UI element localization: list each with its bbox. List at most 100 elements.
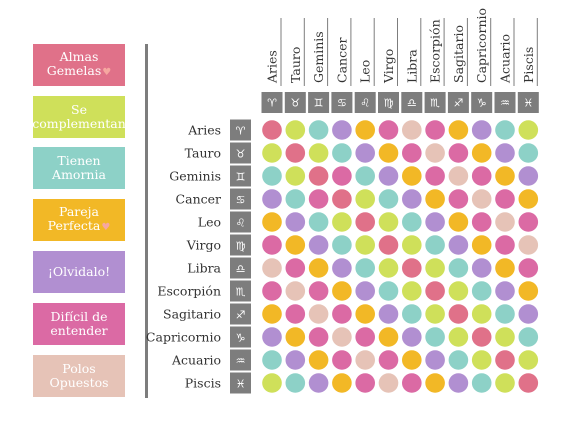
compatibility-dot — [402, 212, 422, 232]
row-glyph-box — [230, 188, 251, 210]
column-label: Capricornio — [474, 8, 489, 83]
compatibility-dot — [285, 189, 306, 209]
compatibility-dot — [471, 281, 492, 301]
column-label: Libra — [404, 49, 419, 83]
compatibility-dot — [262, 350, 282, 370]
zodiac-glyph-icon: ♓ — [523, 97, 533, 110]
row-glyph-box — [230, 165, 251, 187]
column-label: Piscis — [521, 47, 536, 83]
column-label: Acuario — [498, 34, 513, 84]
compatibility-dot — [262, 304, 282, 324]
row-label: Libra — [187, 261, 221, 276]
legend-label: Tienen Amornia — [52, 153, 106, 182]
column-label: Tauro — [288, 47, 303, 83]
zodiac-glyph-icon: ♌ — [360, 97, 370, 110]
row-label: Aries — [187, 123, 221, 138]
compatibility-dot — [471, 189, 492, 209]
compatibility-dot — [378, 373, 399, 393]
zodiac-glyph-icon: ♈ — [267, 97, 277, 110]
compatibility-dot — [471, 166, 492, 186]
compatibility-dot — [355, 327, 376, 347]
compatibility-dot — [378, 350, 399, 370]
zodiac-glyph-icon: ♉ — [236, 148, 246, 161]
compatibility-dot — [285, 143, 306, 163]
compatibility-dot — [402, 350, 422, 370]
compatibility-dot — [495, 281, 515, 301]
row-glyph-box — [230, 234, 251, 256]
row-label: Tauro — [185, 146, 221, 161]
row-label: Acuario — [171, 353, 221, 368]
compatibility-dot — [448, 235, 469, 255]
zodiac-glyph-icon: ♋ — [337, 97, 347, 110]
row-glyph-box — [230, 119, 251, 141]
compatibility-dot — [308, 120, 329, 140]
column-glyph-box — [261, 92, 283, 113]
compatibility-dot — [378, 304, 399, 324]
compatibility-dot — [448, 212, 469, 232]
zodiac-glyph-icon: ♊ — [314, 97, 324, 110]
compatibility-dot — [425, 143, 445, 163]
zodiac-glyph-icon: ♈ — [236, 125, 246, 138]
compatibility-dot — [425, 281, 445, 301]
compatibility-dot — [285, 350, 306, 370]
compatibility-dot — [402, 258, 422, 278]
legend-item: Tienen Amornia — [33, 147, 125, 189]
column-label: Virgo — [381, 49, 396, 84]
compatibility-dot — [518, 373, 539, 393]
legend-label: Se complementan — [32, 102, 126, 131]
legend-item: ¡Olvidalo! — [33, 251, 125, 293]
legend-item: Difícil de entender — [33, 303, 125, 345]
column-glyph-box — [424, 92, 446, 113]
compatibility-dot — [285, 120, 306, 140]
row-label: Cancer — [176, 192, 221, 207]
zodiac-glyph-icon: ♍ — [384, 97, 394, 110]
compatibility-dot — [262, 166, 282, 186]
compatibility-dot — [425, 166, 445, 186]
legend-item: Almas Gemelas♥ — [33, 44, 125, 86]
compatibility-dot — [402, 166, 422, 186]
row-glyph-box — [230, 303, 251, 325]
compatibility-dot — [448, 166, 469, 186]
compatibility-dot — [448, 281, 469, 301]
compatibility-dot — [448, 304, 469, 324]
compatibility-dot — [308, 166, 329, 186]
zodiac-glyph-icon: ♒ — [236, 355, 246, 368]
compatibility-dot — [518, 327, 539, 347]
compatibility-dot — [378, 143, 399, 163]
compatibility-dot — [495, 258, 515, 278]
compatibility-dot — [285, 373, 306, 393]
compatibility-dot — [518, 281, 539, 301]
compatibility-dot — [471, 235, 492, 255]
compatibility-dot — [495, 120, 515, 140]
compatibility-dot — [308, 304, 329, 324]
compatibility-dot — [495, 189, 515, 209]
compatibility-dot — [471, 304, 492, 324]
compatibility-dot — [308, 235, 329, 255]
heart-icon: ♥ — [101, 222, 111, 233]
compatibility-dot — [262, 373, 282, 393]
compatibility-dot — [495, 235, 515, 255]
compatibility-dot — [378, 258, 399, 278]
heart-icon: ♥ — [102, 67, 112, 78]
zodiac-glyph-icon: ♓ — [236, 378, 246, 391]
compatibility-dot — [425, 258, 445, 278]
compatibility-dot — [355, 166, 376, 186]
compatibility-dot — [332, 327, 352, 347]
compatibility-dot — [378, 166, 399, 186]
compatibility-dot — [262, 143, 282, 163]
row-label: Sagitario — [163, 307, 221, 322]
compatibility-dot — [402, 143, 422, 163]
compatibility-dot — [308, 189, 329, 209]
compatibility-dot — [262, 235, 282, 255]
compatibility-dot — [425, 350, 445, 370]
zodiac-glyph-icon: ♎ — [407, 97, 417, 110]
compatibility-dot — [262, 327, 282, 347]
row-label: Leo — [198, 215, 221, 230]
zodiac-glyph-icon: ♊ — [236, 171, 246, 184]
compatibility-dot — [378, 212, 399, 232]
compatibility-dot — [332, 258, 352, 278]
row-label: Capricornio — [146, 330, 221, 345]
compatibility-dot — [285, 304, 306, 324]
compatibility-dot — [332, 143, 352, 163]
compatibility-dot — [518, 166, 539, 186]
